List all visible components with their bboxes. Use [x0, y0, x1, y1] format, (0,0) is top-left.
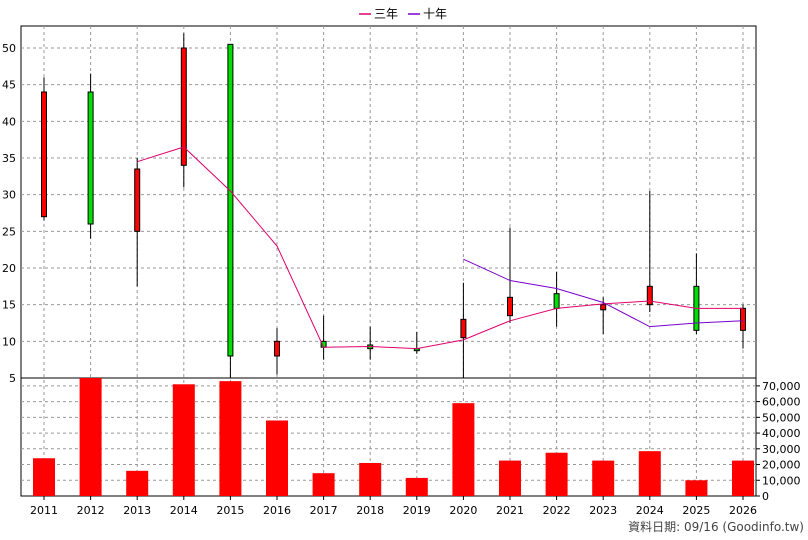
price-axis: 5 10 15 20 25 30 35 40 45 50	[2, 42, 16, 385]
plot-border	[20, 25, 757, 497]
volume-tick-label: 60,000	[762, 396, 801, 409]
candle-body-2015	[227, 43, 234, 357]
volume-tick-label: 20,000	[762, 459, 801, 472]
candle-body-2011	[41, 91, 47, 218]
volume-tick-label: 30,000	[762, 443, 801, 456]
moving-average-lines	[137, 146, 744, 350]
candle-body-2022	[553, 293, 560, 309]
candle-body-2024	[646, 285, 653, 306]
price-tick-label: 25	[2, 225, 16, 238]
volume-bar-2021	[499, 460, 521, 496]
year-tick-label: 2023	[589, 504, 617, 517]
volume-bar-2014	[172, 384, 195, 496]
volume-bar-2013	[126, 470, 149, 496]
plot-area	[20, 25, 757, 497]
legend: 三年 十年	[359, 7, 447, 21]
volume-bar-2024	[638, 451, 661, 496]
candle-body-2013	[134, 168, 141, 232]
volume-axis: 0 10,000 20,000 30,000 40,000 50,000 60,000 70,…	[756, 380, 801, 503]
volume-bar-2018	[359, 462, 382, 496]
volume-tick-label: 0	[762, 490, 769, 503]
price-tick-label: 35	[2, 152, 16, 165]
year-tick-label: 2018	[356, 504, 384, 517]
volume-bar-2020	[452, 403, 475, 496]
volume-bar-2023	[592, 460, 615, 496]
year-tick-label: 2019	[403, 504, 431, 517]
year-tick-label: 2020	[449, 504, 477, 517]
year-tick-label: 2021	[496, 504, 524, 517]
price-tick-label: 20	[2, 262, 16, 275]
year-tick-label: 2024	[636, 504, 664, 517]
legend-label-three-year: 三年	[374, 7, 398, 21]
legend-label-ten-year: 十年	[423, 7, 447, 21]
volume-bars	[33, 378, 754, 496]
year-tick-label: 2015	[216, 504, 244, 517]
volume-bar-2025	[685, 480, 708, 496]
price-tick-label: 10	[2, 335, 16, 348]
price-tick-label: 40	[2, 115, 16, 128]
year-axis: 2011 2012 2013 2014 2015 2016 2017 2018 2019 2020…	[30, 496, 757, 517]
year-tick-label: 2013	[123, 504, 151, 517]
volume-bar-2017	[312, 473, 335, 496]
year-tick-label: 2026	[729, 504, 757, 517]
price-tick-label: 30	[2, 189, 16, 202]
volume-tick-label: 70,000	[762, 380, 801, 393]
volume-bar-2011	[33, 458, 55, 496]
candle-body-2020	[460, 318, 467, 339]
volume-bar-2019	[405, 477, 428, 496]
candle-body-2026	[740, 307, 746, 331]
price-tick-label: 50	[2, 42, 16, 55]
candle-body-2023	[600, 304, 607, 311]
candle-body-2012	[87, 91, 94, 225]
year-tick-label: 2012	[77, 504, 105, 517]
volume-tick-label: 50,000	[762, 411, 801, 424]
candle-body-2016	[274, 340, 280, 357]
year-tick-label: 2025	[682, 504, 710, 517]
candle-body-2021	[507, 296, 513, 317]
year-tick-label: 2022	[543, 504, 571, 517]
year-tick-label: 2011	[30, 504, 58, 517]
candle-body-2014	[180, 47, 187, 166]
price-tick-label: 5	[9, 372, 16, 385]
price-tick-label: 45	[2, 79, 16, 92]
year-tick-label: 2017	[310, 504, 338, 517]
volume-bar-2015	[219, 381, 242, 496]
year-tick-label: 2016	[263, 504, 291, 517]
volume-bar-2012	[79, 378, 102, 496]
data-date-footer: 資料日期: 09/16 (Goodinfo.tw)	[628, 520, 804, 534]
three-year-line	[137, 146, 743, 350]
volume-tick-label: 10,000	[762, 474, 801, 487]
volume-bar-2022	[545, 452, 568, 496]
volume-tick-label: 40,000	[762, 427, 801, 440]
year-tick-label: 2014	[170, 504, 198, 517]
volume-bar-2026	[732, 460, 754, 496]
volume-bar-2016	[266, 420, 288, 496]
ten-year-line	[463, 258, 744, 328]
price-tick-label: 15	[2, 299, 16, 312]
